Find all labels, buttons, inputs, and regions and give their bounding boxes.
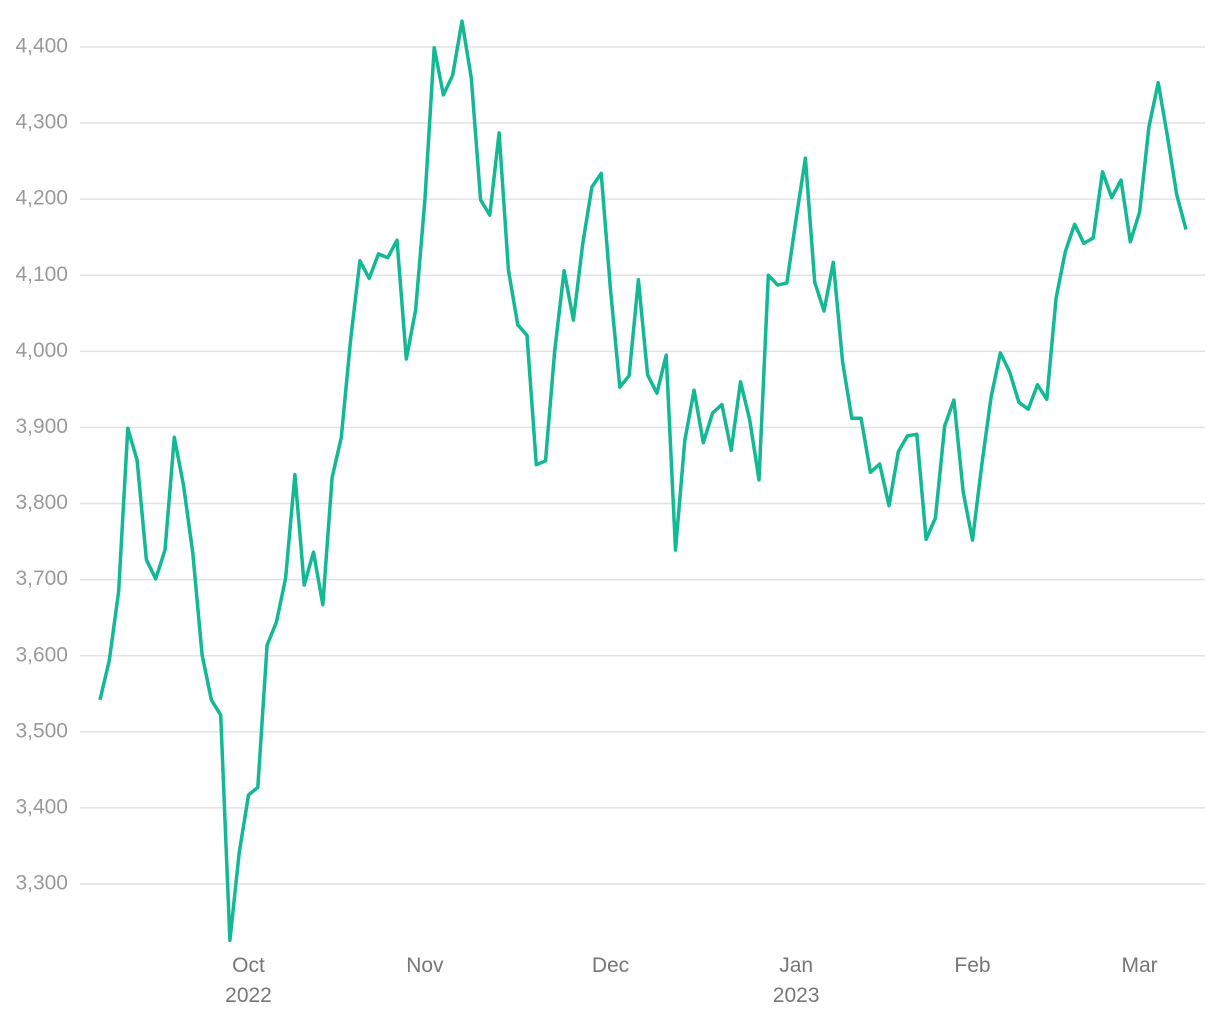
x-tick-label-line: Feb [954,954,990,977]
x-tick-label-line: 2022 [225,984,272,1007]
y-tick-label: 3,700 [15,567,68,590]
x-tick-label: Feb [954,954,990,977]
x-tick-label: Dec [592,954,629,977]
y-tick-label: 4,000 [15,339,68,362]
y-tick-label: 4,400 [15,35,68,58]
x-tick-label-line: 2023 [773,984,820,1007]
x-tick-label: Jan 2023 [773,954,820,1007]
x-tick-label-line: Jan [779,954,813,977]
x-tick-label: Oct 2022 [225,954,272,1007]
x-tick-label-line: Oct [232,954,265,977]
x-tick-label-line: Nov [406,954,444,977]
y-tick-label: 3,400 [15,795,68,818]
y-tick-label: 3,500 [15,719,68,742]
x-tick-label: Nov [406,954,444,977]
y-tick-label: 4,100 [15,263,68,286]
y-tick-label: 3,300 [15,872,68,895]
data-line [98,19,1188,943]
y-tick-label: 3,800 [15,491,68,514]
x-tick-label-line: Dec [592,954,629,977]
y-tick-label: 4,200 [15,187,68,210]
x-tick-label-line: Mar [1122,954,1158,977]
y-tick-label: 3,900 [15,415,68,438]
y-tick-label: 3,600 [15,643,68,666]
x-tick-label: Mar [1122,954,1158,977]
y-tick-label: 4,300 [15,111,68,134]
